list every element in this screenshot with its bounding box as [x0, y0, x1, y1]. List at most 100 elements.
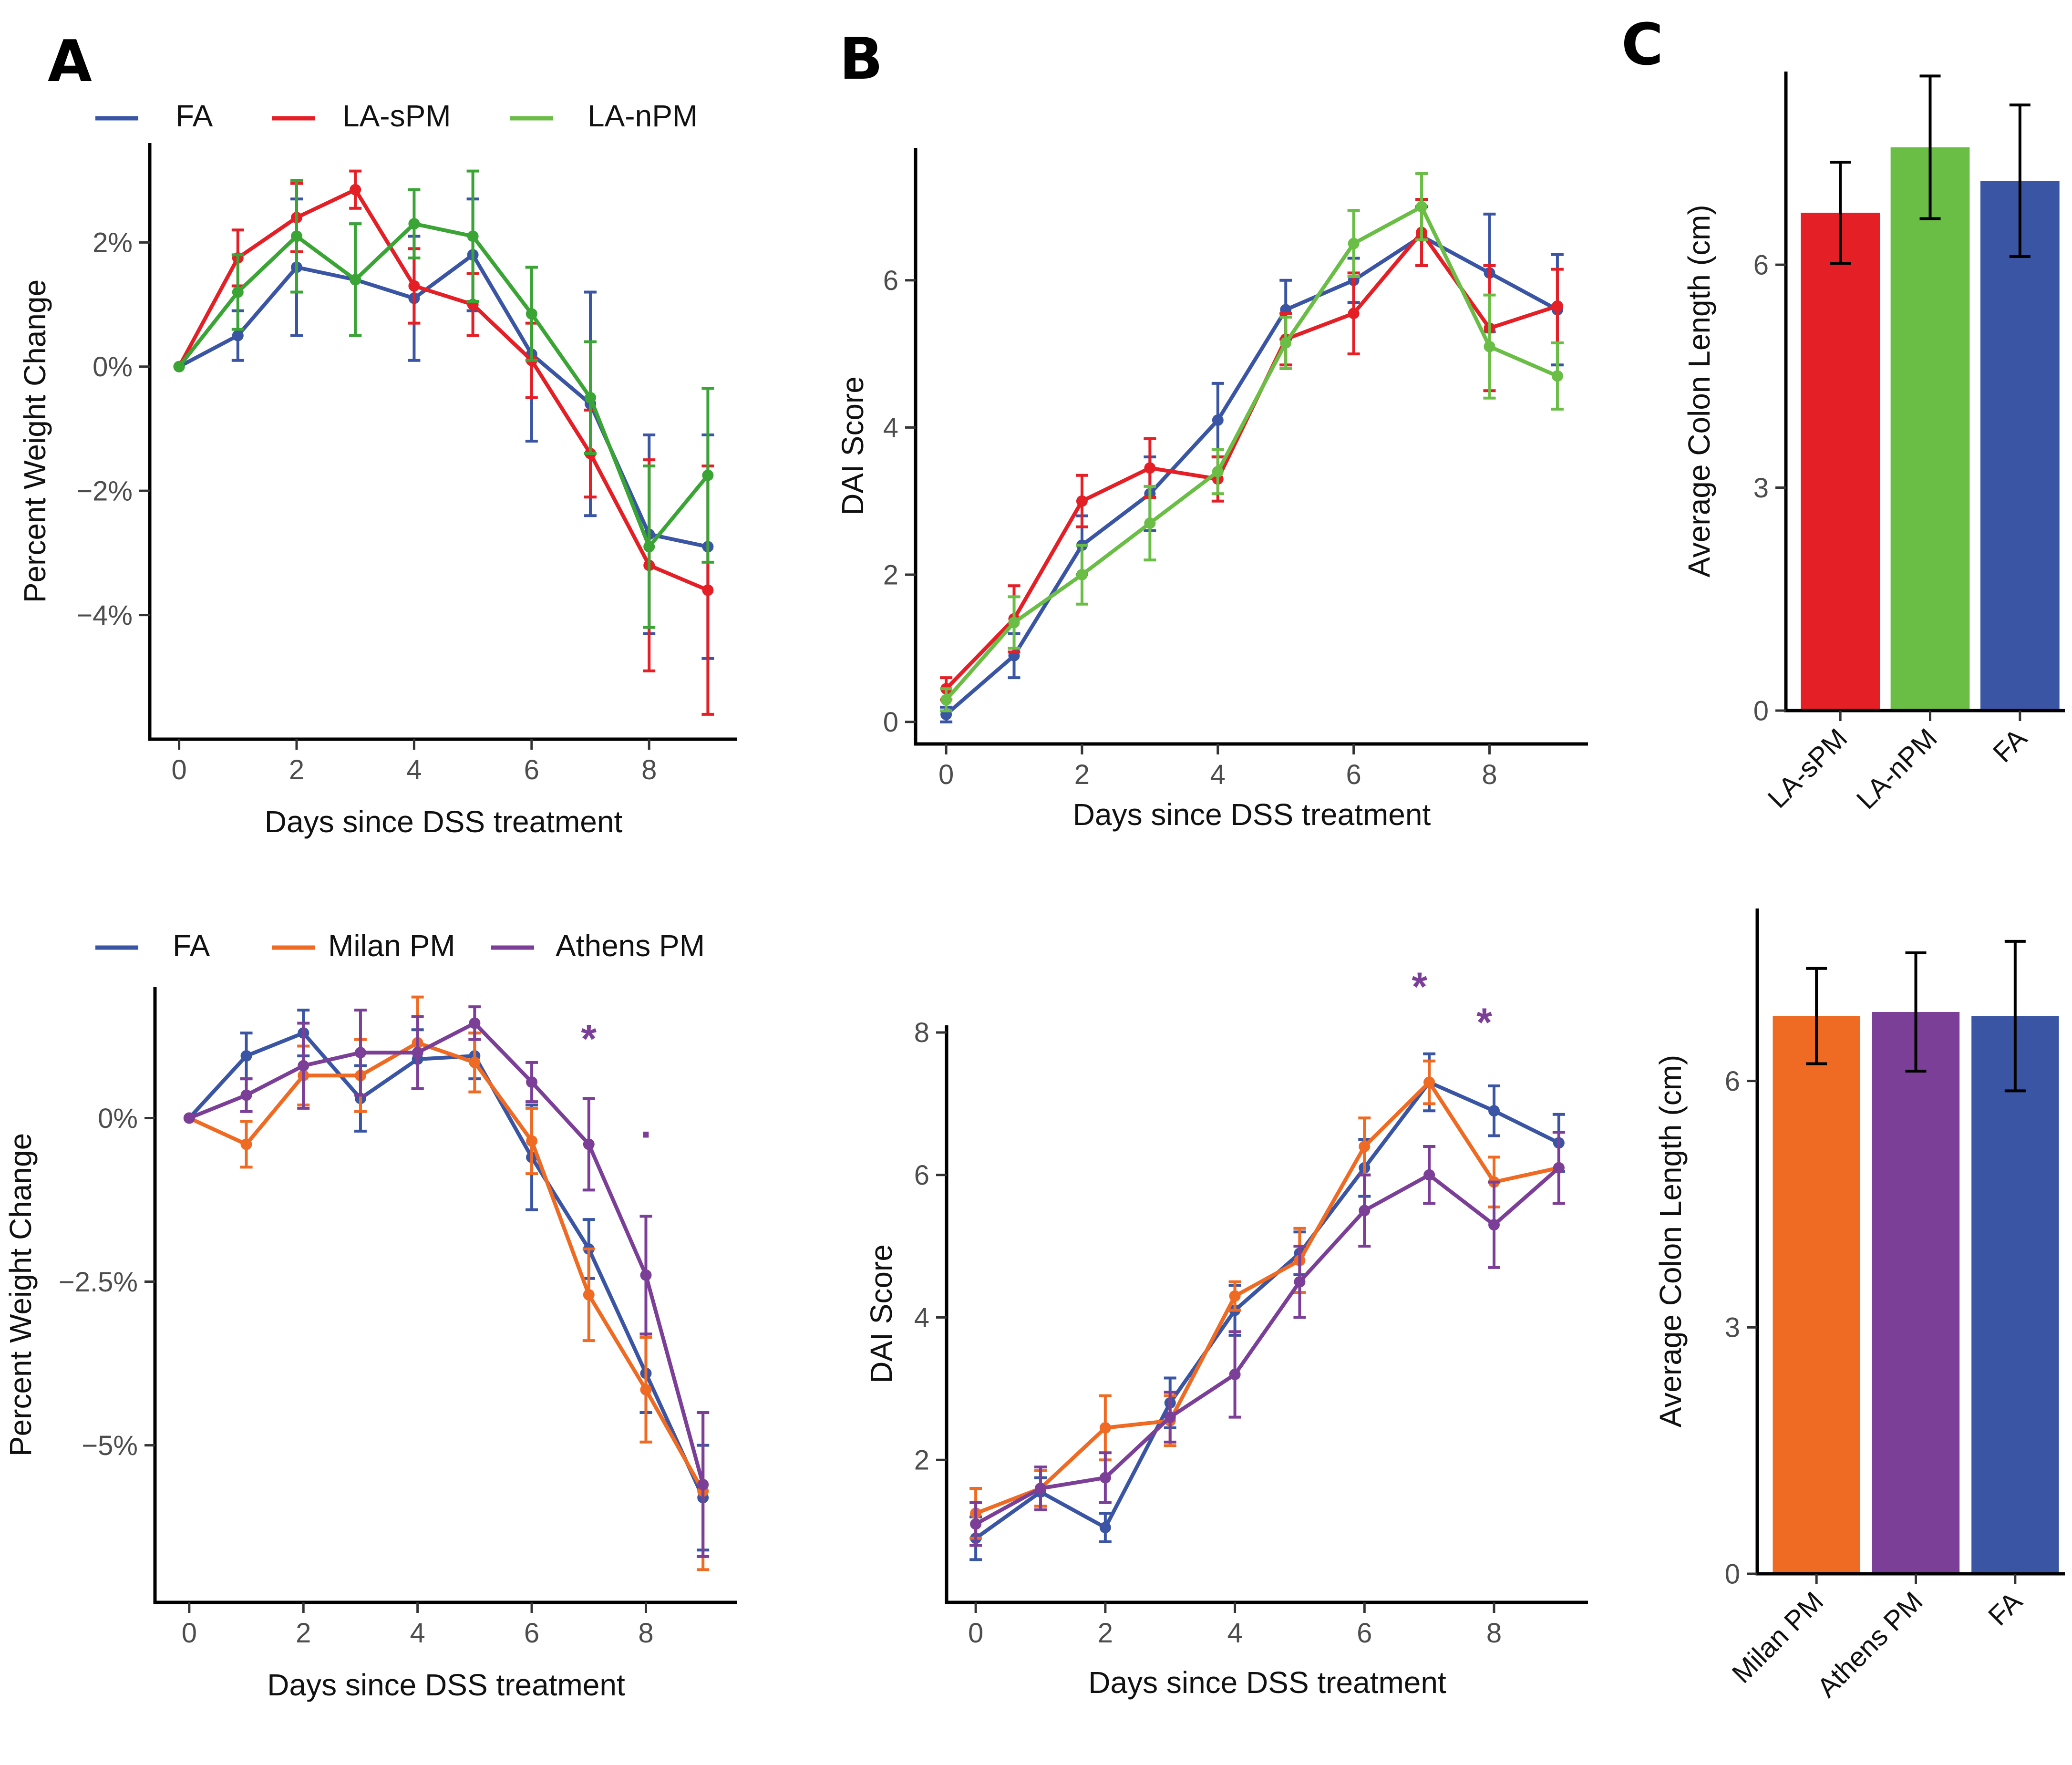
bar-athens-pm — [1872, 1012, 1960, 1572]
data-point — [1488, 1105, 1500, 1117]
data-point — [350, 184, 361, 196]
significance-marker: * — [1476, 1000, 1492, 1044]
data-point — [1359, 1140, 1371, 1152]
data-point — [940, 694, 952, 706]
y-tick-label: 6 — [883, 265, 898, 296]
x-tick-label: 8 — [641, 754, 657, 785]
data-point — [408, 218, 420, 230]
y-tick-label: 2 — [883, 559, 898, 590]
significance-marker: . — [640, 1102, 651, 1146]
dai-score-chart-bottom: 2 4 6 8 DAI Score 0 2 4 6 8 Days since DSS treatme… — [864, 964, 1588, 1700]
y-tick-label: 8 — [914, 1017, 929, 1048]
data-point — [1423, 1076, 1435, 1088]
data-point — [640, 1269, 652, 1281]
data-point — [583, 1138, 595, 1150]
significance-marker: * — [581, 1016, 597, 1061]
y-tick-label: 0% — [93, 351, 133, 382]
legend-top-lasmpm-label: LA-sPM — [342, 99, 451, 133]
data-point — [173, 361, 185, 372]
series-line — [975, 1166, 1560, 1526]
data-point — [1359, 1205, 1371, 1217]
series-la-npm — [940, 172, 1564, 712]
data-point — [585, 392, 596, 403]
y-tick-label: −2% — [76, 475, 133, 506]
x-tick-label: 4 — [1210, 759, 1226, 790]
y-tick-label: 2 — [914, 1445, 929, 1476]
legend-top-lanpm-label: LA-nPM — [588, 99, 698, 133]
weight-change-chart-bottom: −5% −2.5% 0% Percent Weight Change 0 2 4 6 8 Days… — [3, 987, 737, 1702]
y-tick-label: −2.5% — [59, 1267, 138, 1298]
data-point — [1551, 300, 1563, 312]
x-tick-label: 0 — [968, 1618, 983, 1649]
data-point — [583, 1289, 595, 1301]
panel-label-c: C — [1621, 12, 1663, 78]
data-point — [412, 1047, 423, 1059]
y-axis-title: Average Colon Length (cm) — [1653, 1055, 1688, 1427]
legend-top-fa-label: FA — [175, 99, 213, 133]
data-point — [1423, 1169, 1435, 1181]
y-tick-label: 0% — [98, 1103, 138, 1134]
y-tick-label: 6 — [1753, 249, 1769, 280]
data-point — [970, 1518, 982, 1530]
data-point — [526, 1135, 538, 1147]
data-point — [1099, 1522, 1111, 1534]
data-point — [1484, 341, 1495, 352]
x-tick-label: 0 — [171, 754, 186, 785]
x-tick-label: 2 — [296, 1618, 311, 1649]
data-point — [1348, 308, 1360, 320]
data-point — [1144, 517, 1156, 529]
legend-bottom-fa-label: FA — [173, 929, 210, 963]
series-line — [975, 1080, 1559, 1516]
y-axis-title: Percent Weight Change — [18, 279, 52, 603]
legend-bottom-milan-label: Milan PM — [328, 929, 455, 963]
data-point — [350, 274, 361, 286]
data-point — [1076, 495, 1088, 507]
series-line — [974, 1080, 1560, 1540]
y-tick-label: 4 — [914, 1302, 929, 1333]
x-tick-label: 0 — [938, 759, 954, 790]
y-axis-title: DAI Score — [835, 376, 870, 516]
data-point — [1229, 1290, 1241, 1302]
x-tick-label: 0 — [182, 1618, 197, 1649]
series-line — [187, 1031, 705, 1499]
data-point — [1294, 1276, 1306, 1288]
bar-fa — [1971, 1016, 2059, 1572]
y-tick-label: −5% — [82, 1430, 138, 1461]
bar-fa — [1980, 181, 2060, 709]
x-tick-label: 6 — [524, 1618, 539, 1649]
data-point — [1488, 1219, 1500, 1231]
data-point — [354, 1047, 366, 1059]
data-point — [408, 280, 420, 292]
y-tick-label: 0 — [1725, 1559, 1740, 1590]
x-axis-title: Days since DSS treatment — [1073, 797, 1431, 832]
x-tick-label: 6 — [1346, 759, 1361, 790]
data-point — [298, 1060, 309, 1072]
data-point — [526, 1076, 538, 1088]
data-point — [240, 1089, 252, 1101]
series-line — [177, 222, 710, 549]
x-axis-title: Days since DSS treatment — [265, 805, 623, 839]
series-la-npm — [173, 169, 714, 629]
legend-top: FA LA-sPM LA-nPM — [95, 99, 698, 133]
data-point — [1099, 1422, 1111, 1434]
data-point — [232, 330, 244, 341]
y-tick-label: 0 — [1753, 695, 1769, 726]
data-point — [1076, 569, 1088, 581]
x-tick-label: 4 — [1227, 1618, 1242, 1649]
data-point — [240, 1138, 252, 1150]
data-point — [1034, 1482, 1046, 1494]
data-point — [1348, 237, 1360, 249]
legend-bottom: FA Milan PM Athens PM — [95, 929, 705, 963]
data-point — [1212, 466, 1224, 478]
y-axis-title: Percent Weight Change — [3, 1133, 38, 1456]
data-point — [469, 1017, 481, 1029]
data-point — [643, 541, 655, 553]
data-point — [1229, 1368, 1241, 1380]
bar-la-spm — [1801, 213, 1880, 709]
data-point — [1099, 1472, 1111, 1484]
dai-score-chart-top: 0 2 4 6 DAI Score 0 2 4 6 8 Days since DSS treatme… — [835, 148, 1588, 832]
x-tick-label: 6 — [524, 754, 539, 785]
x-tick-label: 8 — [1482, 759, 1497, 790]
